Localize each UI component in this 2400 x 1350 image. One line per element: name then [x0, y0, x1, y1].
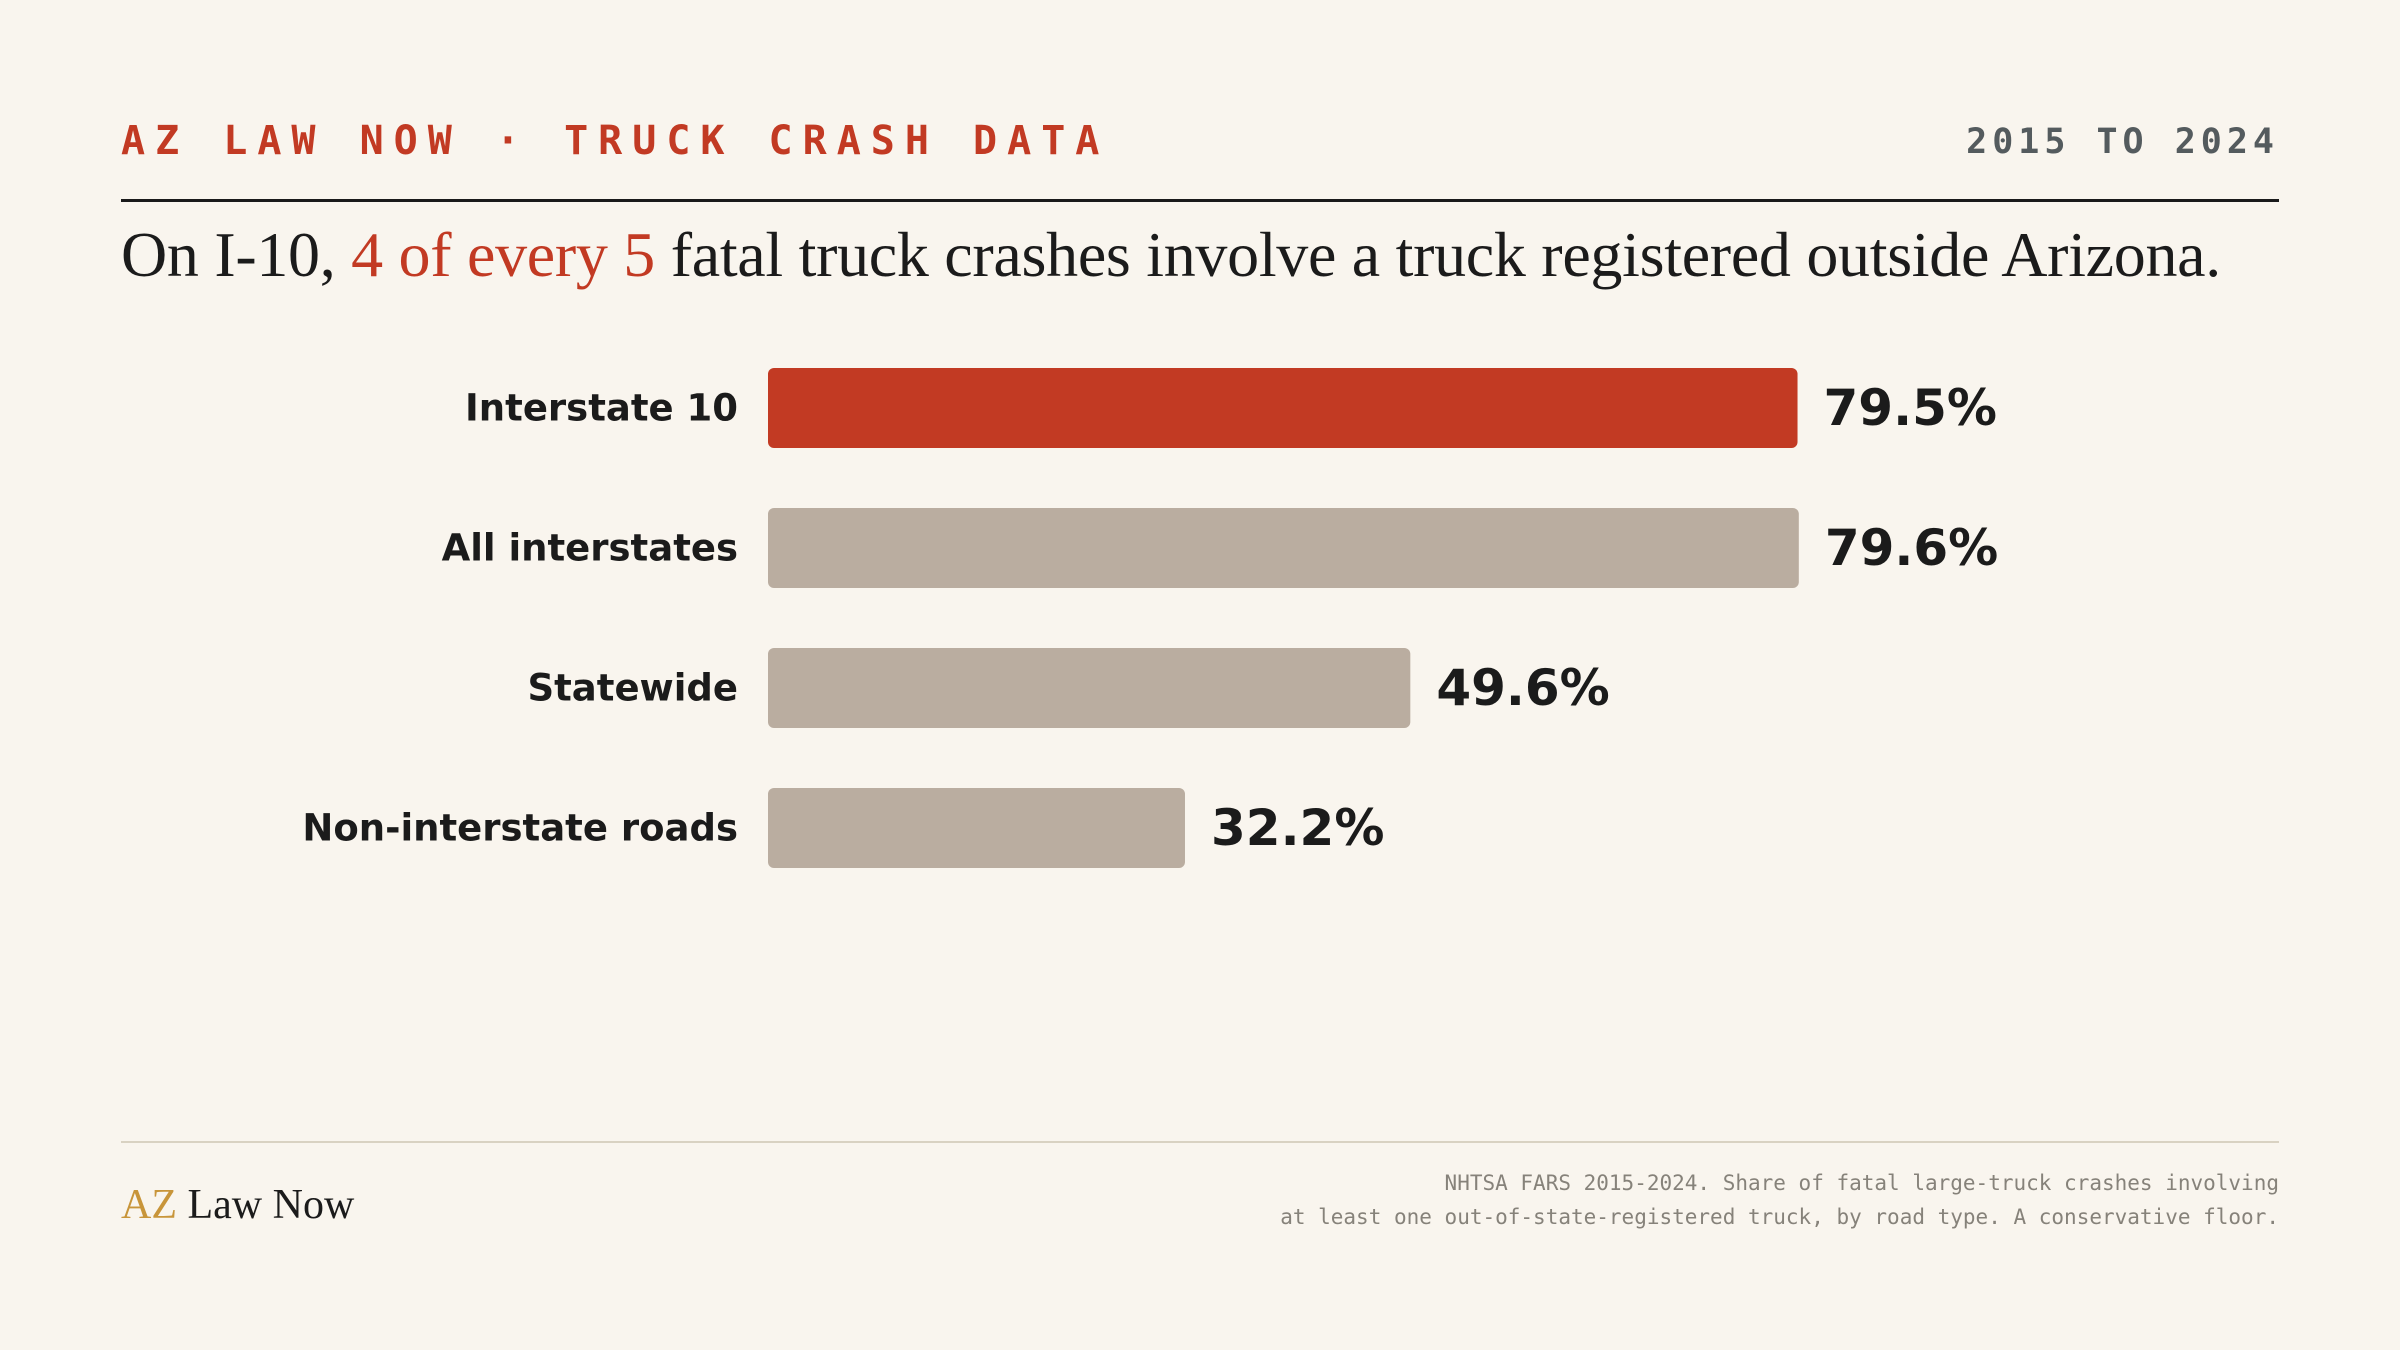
bar — [768, 648, 1411, 728]
source-line-1: NHTSA FARS 2015-2024. Share of fatal lar… — [1444, 1171, 2279, 1195]
bar-chart: Interstate 10 79.5% All interstates 79.6% St… — [302, 368, 1998, 868]
value-label: 49.6% — [1436, 659, 1609, 717]
category-label: Statewide — [527, 667, 738, 710]
brand-logo: AZ Law Now — [121, 1181, 354, 1229]
value-label: 32.2% — [1211, 799, 1384, 857]
footer-divider — [121, 1141, 2279, 1143]
category-label: All interstates — [442, 527, 738, 570]
category-label: Interstate 10 — [465, 387, 738, 430]
brand-az: AZ — [121, 1182, 177, 1228]
top-divider — [121, 199, 2279, 202]
headline-accent: 4 of every 5 — [351, 219, 655, 290]
headline-lead: On I-10, — [121, 219, 352, 290]
value-label: 79.6% — [1825, 519, 1998, 577]
category-label: Non-interstate roads — [302, 807, 738, 850]
brand-name: Law Now — [177, 1182, 355, 1228]
bar — [768, 788, 1185, 868]
kicker: AZ LAW NOW · TRUCK CRASH DATA — [121, 118, 1110, 164]
source-line-2: at least one out-of-state-registered tru… — [1280, 1205, 2279, 1229]
headline-tail: fatal truck crashes involve a truck regi… — [655, 219, 2222, 290]
bar — [768, 368, 1798, 448]
source-note: NHTSA FARS 2015-2024. Share of fatal lar… — [1280, 1166, 2279, 1234]
value-label: 79.5% — [1824, 379, 1997, 437]
bar — [768, 508, 1799, 588]
headline: On I-10, 4 of every 5 fatal truck crashe… — [121, 218, 2221, 292]
date-range: 2015 TO 2024 — [1966, 122, 2279, 162]
